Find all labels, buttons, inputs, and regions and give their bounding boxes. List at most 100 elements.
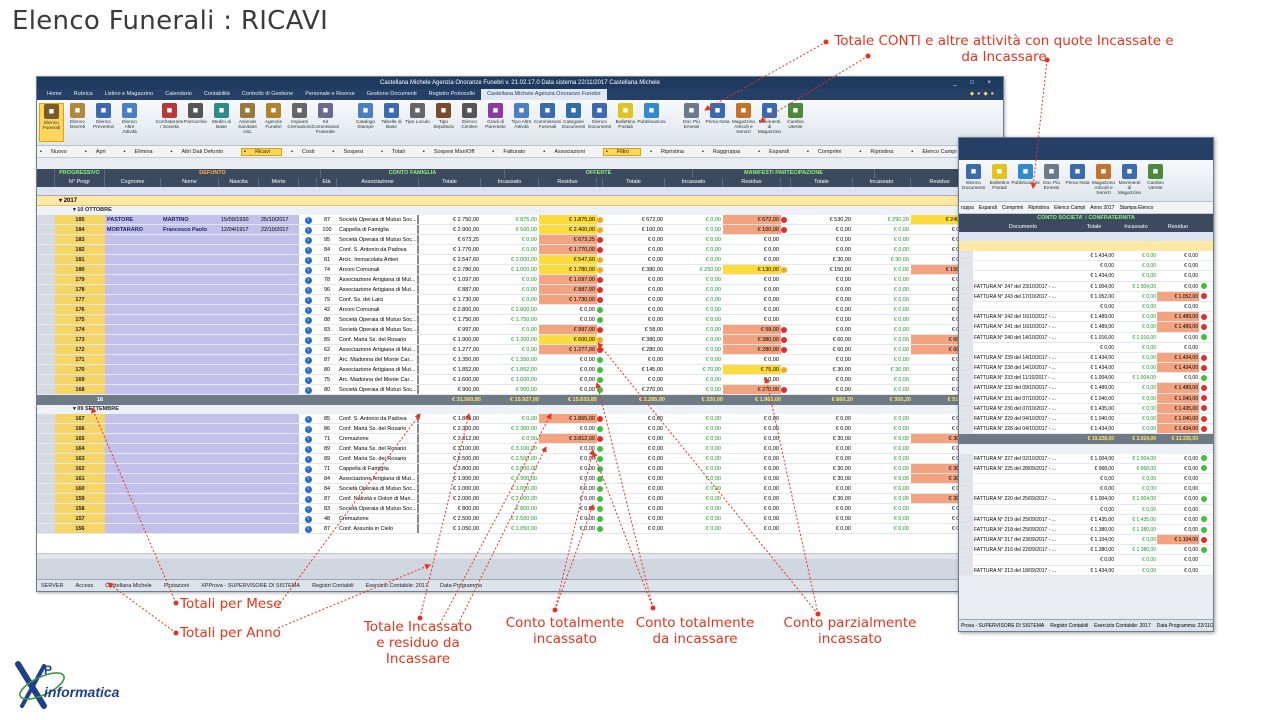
society-row[interactable]: € 1.434,00 € 0,00 € 0,00 (959, 251, 1213, 262)
info-icon[interactable]: i (304, 506, 312, 513)
ribbon-button[interactable]: ■ Impianti Cremazioni (287, 103, 312, 142)
ribbon-button[interactable]: ■ Doc Più Emessi (1039, 164, 1064, 197)
table-row[interactable]: 173 i 89 Conf. Maria Ss. del Rosario € 1.900… (37, 335, 1003, 345)
info-icon[interactable]: i (304, 387, 312, 394)
society-row[interactable]: € 0,00 € 0,00 € 0,00 (959, 261, 1213, 272)
society-row[interactable]: € 1.434,00 € 0,00 € 0,00 (959, 271, 1213, 282)
table-row[interactable]: 163 i 89 Conf. Maria Ss. dei Rosario € 2.500… (37, 454, 1003, 464)
month-group-row-2[interactable]: ▾ 09 SETTEMBRE (37, 405, 1003, 414)
ribbon-button[interactable]: ■ Elenco Funerali (39, 103, 64, 142)
column-header[interactable]: Età (317, 178, 337, 187)
column-header[interactable] (959, 223, 973, 232)
ribbon-button[interactable]: ■ Magazzino Articoli e Servizi (731, 103, 756, 142)
society-row[interactable]: € 0,00 € 0,00 € 0,00 (959, 555, 1213, 566)
society-row[interactable]: FATTURA N° 238 del 14/10/2017 - ... € 1.4… (959, 363, 1213, 374)
column-header[interactable]: Totale (1086, 224, 1102, 230)
ribbon-button[interactable]: ■ Kit Commissioni Funerale (312, 103, 339, 142)
menu-item[interactable]: Controllo di Gestione (241, 91, 294, 97)
toolbar-icons[interactable]: ◆●◆● (969, 91, 997, 97)
menu-item[interactable]: Rubrica (73, 91, 93, 97)
column-header[interactable]: Incassato (1124, 224, 1148, 230)
society-row[interactable]: FATTURA N° 232 del 09/10/2017 - ... € 1.4… (959, 383, 1213, 394)
table-row[interactable]: 178 i 96 Associazione Artigiana di Mut... € … (37, 285, 1003, 295)
ribbon-button[interactable]: ■ Prima Nota (1065, 164, 1090, 197)
table-row[interactable]: 176 i 42 Arconi Comunali € 2.800,00 € 2.800,0… (37, 305, 1003, 315)
column-header[interactable] (781, 178, 791, 187)
column-header[interactable]: Totale (791, 178, 853, 187)
society-row[interactable]: FATTURA N° 225 del 28/09/2017 - ... € 968… (959, 463, 1213, 474)
ribbon-button[interactable]: ■ Tipo Sepoltura (431, 103, 456, 142)
toolbar-button[interactable]: ▪ Elimina (124, 149, 162, 155)
toolbar-button[interactable]: ▪ Elenco Campi (911, 149, 965, 155)
society-month-row[interactable] (959, 444, 1213, 454)
table-row[interactable]: 167 i 85 Conf. S. Antonio da Padova € 1.865,… (37, 414, 1003, 424)
toolbar-button[interactable]: ▪ Raggruppa (702, 149, 749, 155)
ribbon-button[interactable]: ■ Medici di Base (209, 103, 234, 142)
table-row[interactable]: 171 i 87 Arc. Madonna del Monte Car... € 1.3… (37, 355, 1003, 365)
column-header[interactable] (299, 178, 317, 187)
ribbon-button[interactable]: ■ Tipo Altre Attività (509, 103, 534, 142)
ribbon-button[interactable]: ■ Elenco Documenti (587, 103, 612, 142)
table-row[interactable]: 157 i 48 Cremazione € 2.500,00 € 2.500,00 € 0,… (37, 514, 1003, 524)
ribbon-button[interactable]: ■ Elenco Preventivi (91, 103, 116, 142)
info-icon[interactable]: i (304, 267, 312, 274)
info-icon[interactable]: i (304, 217, 312, 224)
table-row[interactable]: 162 i 71 Cappella di Famiglia € 3.800,00 € 3.… (37, 464, 1003, 474)
ribbon-button[interactable]: ■ Commissioni Funerali (534, 103, 561, 142)
ribbon-button[interactable]: ■ Magazzino Articoli e Servizi (1091, 164, 1116, 197)
info-icon[interactable]: i (304, 446, 312, 453)
toolbar-button[interactable]: ▪ Totali (381, 149, 414, 155)
menu-item[interactable]: Contabilità (203, 91, 230, 97)
ribbon-button[interactable]: ■ Elenco Altre Attività (117, 103, 142, 142)
table-row[interactable]: 168 i 80 Società Operaia di Mutuo Soc... € 9… (37, 385, 1003, 395)
info-icon[interactable]: i (304, 257, 312, 264)
society-row[interactable]: FATTURA N° 213 del 18/09/2017 - ... € 1.4… (959, 565, 1213, 576)
column-header[interactable]: Documento (1008, 224, 1038, 230)
society-row[interactable]: FATTURA N° 217 del 23/09/2017 - ... € 1.1… (959, 535, 1213, 546)
info-icon[interactable]: i (304, 287, 312, 294)
info-icon[interactable]: i (304, 496, 312, 503)
toolbar-button[interactable]: ruppa (961, 204, 974, 211)
toolbar-button[interactable]: ▪ Ricavi (241, 147, 283, 156)
toolbar-button[interactable]: ▪ Ripristina (650, 149, 693, 155)
column-header[interactable]: Incassato (853, 178, 911, 187)
table-row[interactable]: 164 i 89 Conf. Maria Ss. del Rosario € 3.100… (37, 444, 1003, 454)
ribbon-button[interactable]: ■ Bollettino Postali (987, 164, 1012, 197)
column-header[interactable]: Residuo (1167, 224, 1189, 230)
society-row[interactable]: FATTURA N° 233 del 11/10/2017 - ... € 1.0… (959, 373, 1213, 384)
column-header[interactable]: Residuo (539, 178, 597, 187)
info-icon[interactable]: i (304, 367, 312, 374)
info-icon[interactable]: i (304, 307, 312, 314)
ribbon-button[interactable]: ■ Elenco Decreti (65, 103, 90, 142)
ribbon-button[interactable]: ■ Movimenti di Magazzino (757, 103, 782, 142)
table-row[interactable]: 166 i 86 Conf. Maria Ss. del Rosario € 2.300… (37, 424, 1003, 434)
toolbar-button[interactable]: Comprimi (1001, 204, 1024, 211)
info-icon[interactable]: i (304, 227, 312, 234)
menu-item[interactable]: Castellana Michele Agenzia Onoranze Fune… (481, 89, 607, 100)
ribbon-button[interactable]: ■ Aziende Sanitarie ASL (235, 103, 260, 142)
toolbar-button[interactable]: ▪ Altri Dati Defunto (171, 149, 233, 155)
ribbon-button[interactable]: ■ Confraternite / Società (156, 103, 183, 142)
column-header[interactable]: Associazione (337, 178, 419, 187)
table-row[interactable]: 174 i 83 Società Operaia di Mutuo Soc... € 9… (37, 325, 1003, 335)
society-row[interactable]: FATTURA N° 241 del 16/10/2017 - ... € 1.4… (959, 322, 1213, 333)
ribbon-button[interactable]: ■ Cambio Utente (783, 103, 808, 142)
menu-item[interactable]: Personale e Risorse (305, 91, 355, 97)
ribbon-button[interactable]: ■ Movimenti di Magazzino (1117, 164, 1142, 197)
info-icon[interactable]: i (304, 357, 312, 364)
column-header[interactable]: N° Progr (55, 178, 105, 187)
society-row[interactable]: FATTURA N° 239 del 14/10/2017 - ... € 1.4… (959, 352, 1213, 364)
info-icon[interactable]: i (304, 247, 312, 254)
toolbar-button[interactable]: ▪ Nuovo (40, 149, 76, 155)
ribbon-button[interactable]: ■ Tipo Loculo (405, 103, 430, 142)
column-header[interactable]: Nome (161, 178, 219, 187)
table-row[interactable]: 161 i 84 Associazione Artigiana di Mut... € … (37, 474, 1003, 484)
table-row[interactable]: 172 i 62 Associazione Artigiana di Mut... € … (37, 345, 1003, 355)
ribbon-button[interactable]: ■ Parrocchie (183, 103, 208, 142)
info-icon[interactable]: i (304, 277, 312, 284)
info-icon[interactable]: i (304, 456, 312, 463)
table-row[interactable]: 183 i 95 Società Operaia di Mutuo Soc... € 6… (37, 235, 1003, 245)
toolbar-button[interactable]: ▪ Sospesi (333, 149, 373, 155)
info-icon[interactable]: i (304, 416, 312, 423)
table-row[interactable]: 160 i 84 Società Operaia di Mutuo Soc... € 1… (37, 484, 1003, 494)
